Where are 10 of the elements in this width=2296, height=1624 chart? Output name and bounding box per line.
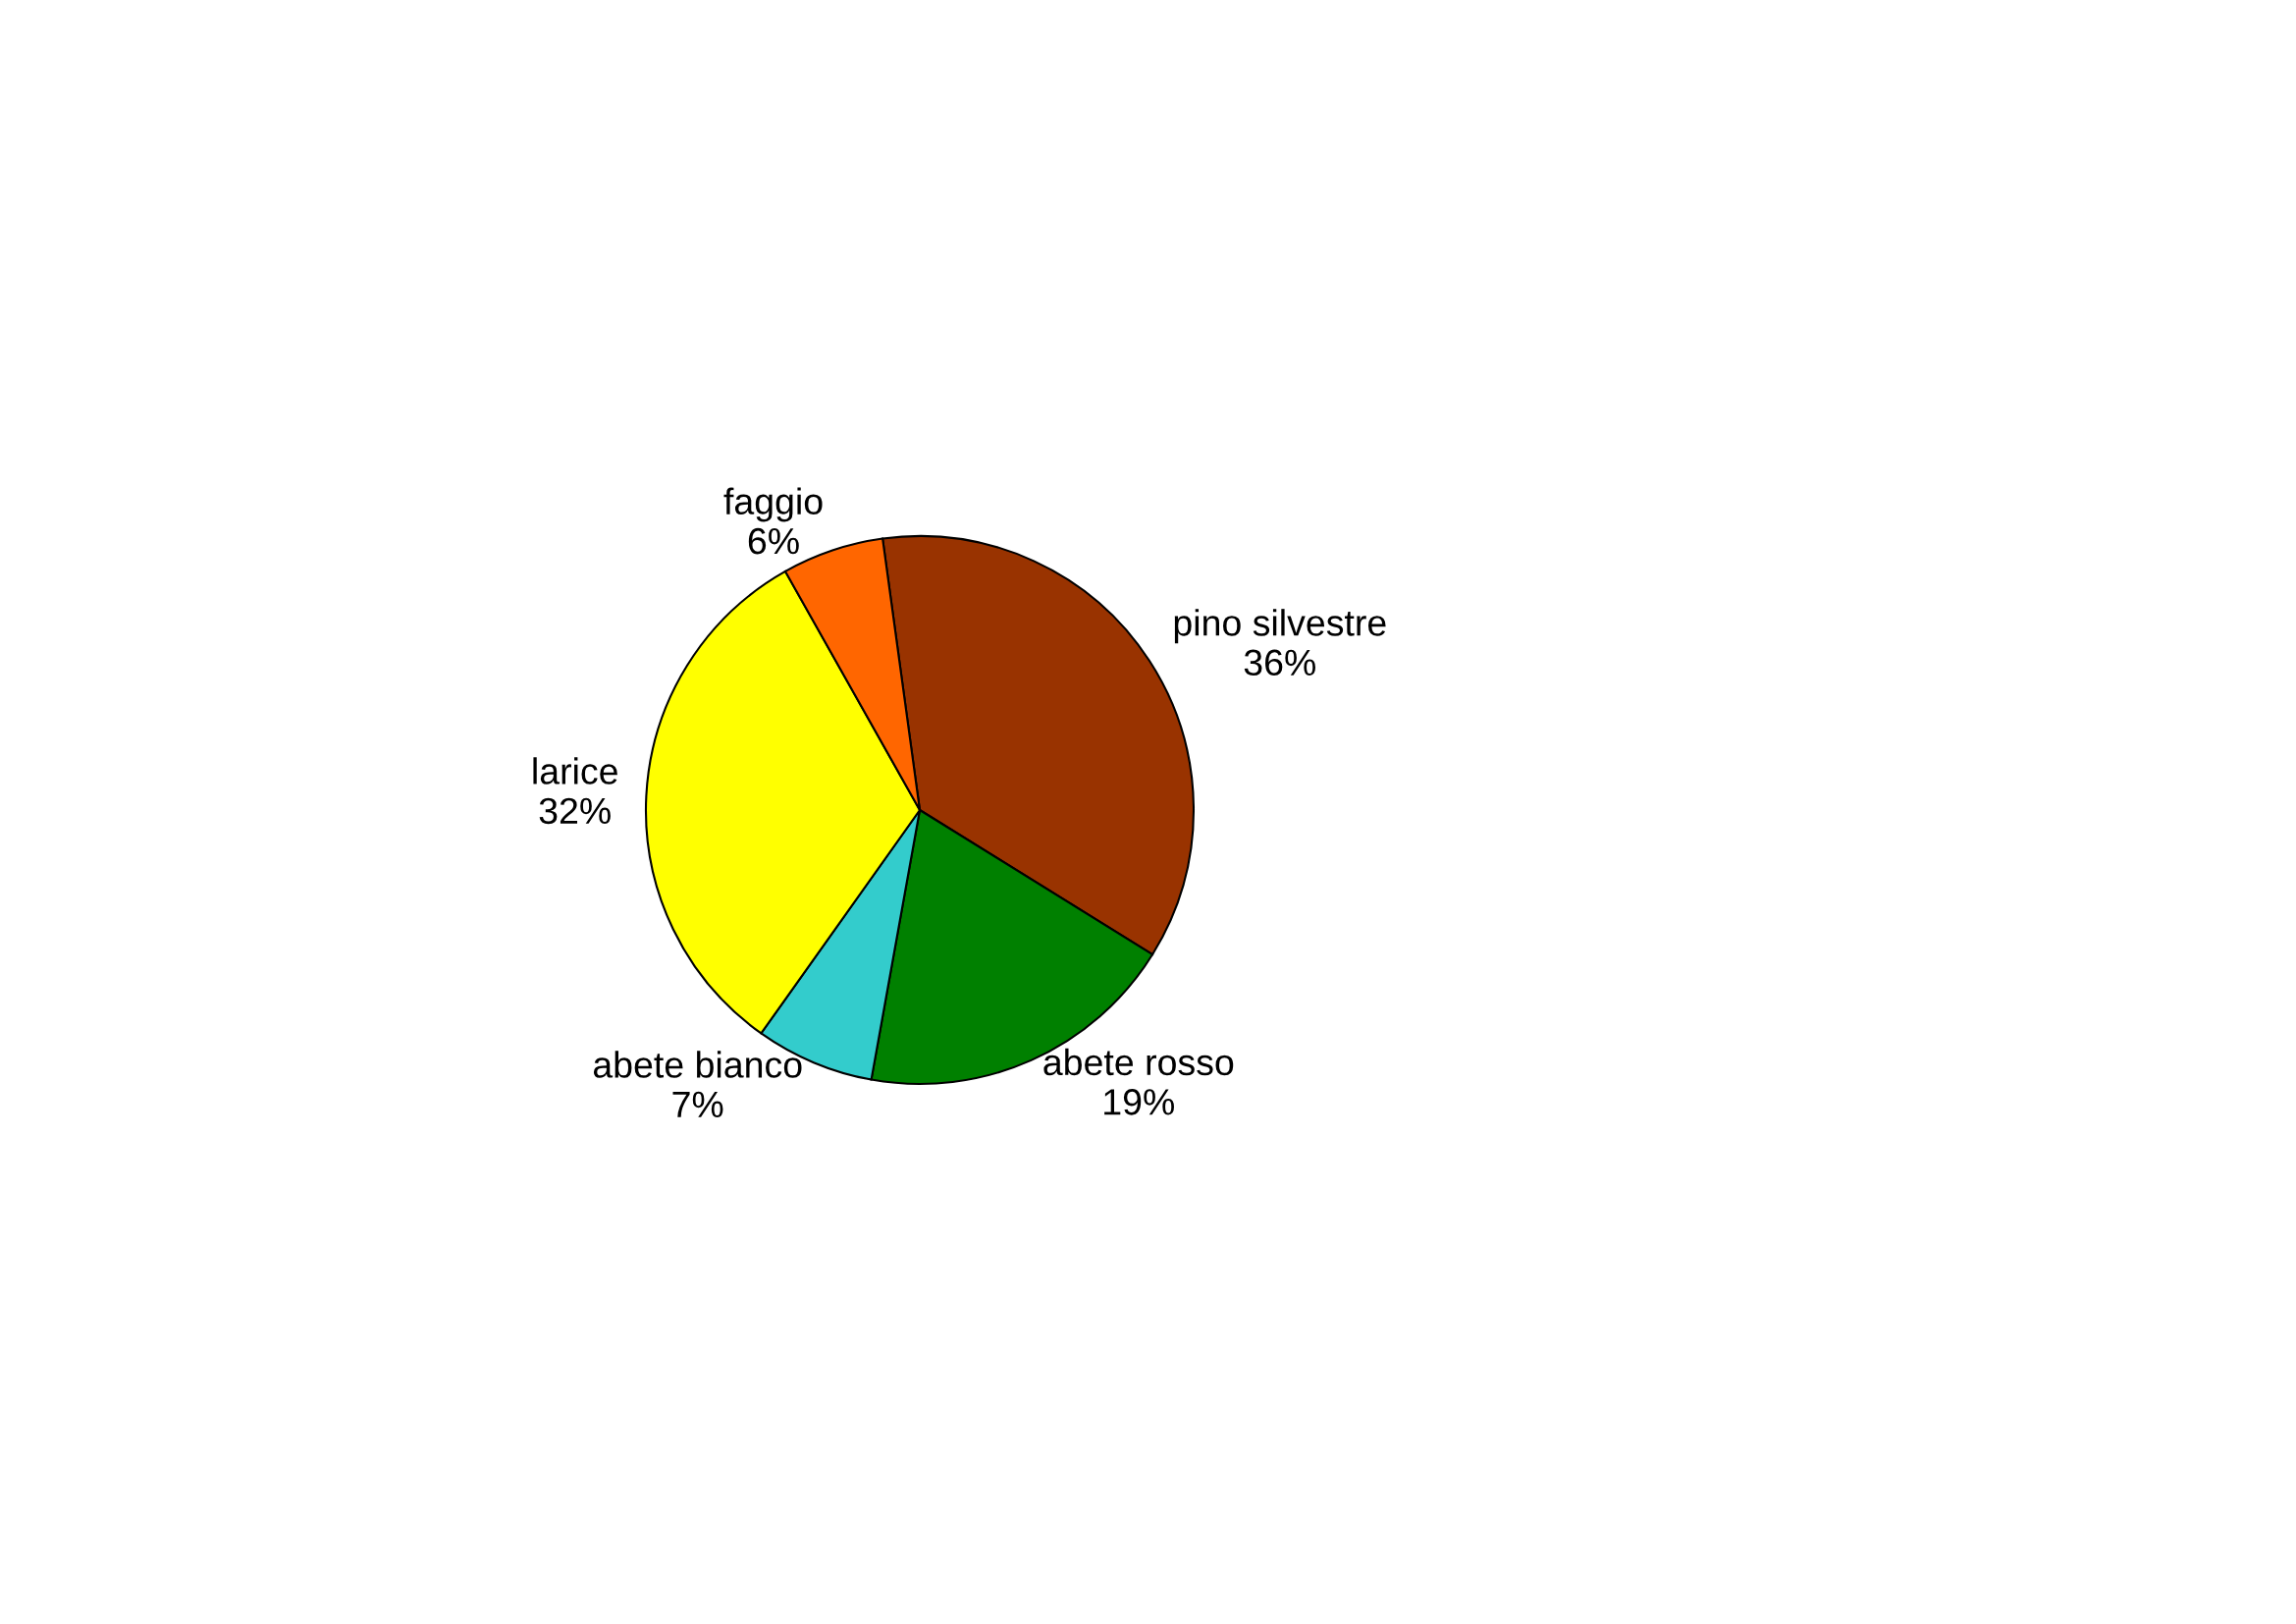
data-label: 19% (1104, 1089, 1174, 1115)
data-label: 6% (748, 527, 799, 555)
data-label: 7% (672, 1091, 723, 1118)
slice-label: larice (533, 757, 617, 785)
data-label: 36% (1244, 649, 1315, 677)
slice-label: abete rosso (1043, 1048, 1234, 1076)
data-label: 32% (539, 797, 611, 825)
slice-label: faggio (723, 487, 823, 522)
slice-label: abete bianco (593, 1051, 802, 1078)
slice-label: pino silvestre (1174, 609, 1386, 644)
